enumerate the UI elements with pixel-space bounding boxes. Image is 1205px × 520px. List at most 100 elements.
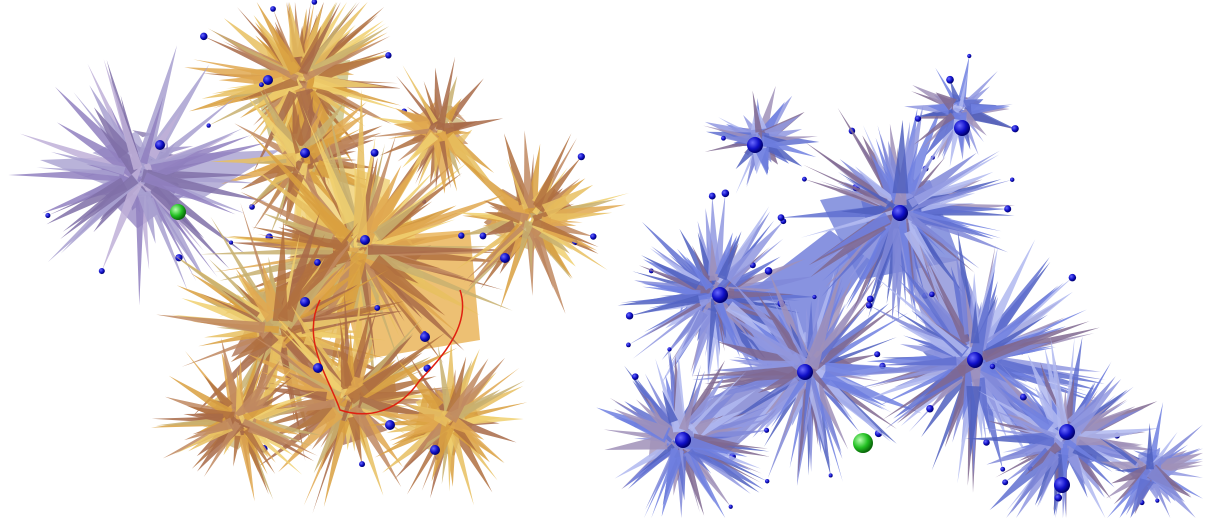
spike — [813, 273, 879, 363]
spike — [296, 25, 322, 77]
spike — [770, 373, 810, 428]
spike — [877, 368, 952, 407]
spike — [716, 303, 741, 349]
spike — [837, 171, 896, 209]
spike — [282, 269, 389, 331]
spike — [928, 260, 971, 345]
node — [892, 205, 908, 221]
spike — [139, 96, 164, 165]
spike — [1064, 378, 1122, 440]
node — [1059, 424, 1075, 440]
node — [374, 305, 381, 311]
spike — [445, 356, 467, 417]
spike — [825, 362, 925, 378]
spike — [203, 420, 242, 477]
node — [721, 135, 726, 141]
spike — [441, 121, 478, 136]
spike — [449, 416, 485, 440]
node — [777, 214, 785, 222]
spike — [323, 419, 350, 508]
spike — [242, 402, 281, 422]
spike — [998, 431, 1055, 447]
node — [270, 6, 276, 12]
node — [577, 153, 585, 161]
spike — [238, 390, 318, 424]
spike — [642, 286, 701, 297]
spike — [985, 342, 1052, 364]
spike — [395, 108, 434, 132]
spike — [507, 158, 529, 210]
spike — [135, 196, 145, 306]
spike — [950, 79, 962, 104]
spike — [349, 404, 402, 488]
spike — [841, 203, 894, 217]
spike — [894, 356, 957, 366]
spike — [448, 427, 474, 506]
node — [1004, 205, 1012, 213]
node — [311, 0, 318, 5]
spike — [900, 208, 945, 241]
spike — [920, 203, 961, 212]
spike — [908, 150, 1001, 208]
spike — [614, 409, 669, 440]
spike — [286, 222, 359, 317]
spike — [808, 372, 831, 467]
node — [626, 342, 631, 348]
spike — [234, 123, 298, 162]
spike — [722, 221, 784, 286]
spike — [339, 315, 352, 387]
spike — [754, 288, 808, 365]
spike — [1110, 464, 1151, 484]
spike — [141, 169, 268, 202]
spike — [289, 2, 305, 58]
spike — [454, 417, 517, 443]
spike — [680, 310, 709, 351]
spike — [678, 387, 697, 432]
spike — [707, 298, 719, 376]
spike — [138, 45, 178, 160]
spike — [754, 147, 769, 176]
spike — [287, 403, 337, 434]
spike — [970, 300, 980, 344]
spike — [1099, 437, 1140, 466]
spike — [283, 90, 301, 134]
green-marker — [853, 433, 873, 453]
spike — [661, 448, 685, 517]
spike — [292, 186, 354, 245]
spike — [638, 443, 675, 474]
spike — [703, 125, 750, 140]
spike — [257, 234, 350, 252]
spike — [913, 112, 955, 145]
node — [812, 294, 817, 300]
spike — [254, 419, 302, 436]
spike — [315, 85, 366, 113]
spike — [57, 122, 138, 178]
spike — [1034, 386, 1064, 431]
spike — [278, 275, 306, 323]
spike — [150, 142, 267, 179]
spike — [973, 246, 998, 342]
spike — [729, 315, 809, 373]
spike — [444, 358, 489, 424]
spike — [367, 128, 431, 138]
spike — [146, 197, 188, 292]
spike — [904, 179, 1013, 212]
spike — [480, 234, 522, 289]
spike — [715, 232, 733, 277]
spike — [752, 90, 763, 133]
spike — [310, 55, 389, 84]
node — [728, 504, 733, 509]
spike — [1130, 478, 1155, 518]
spike — [641, 221, 715, 295]
spike — [1157, 468, 1203, 478]
spike — [402, 65, 438, 124]
node — [370, 148, 379, 157]
spike — [688, 370, 747, 432]
node — [430, 445, 440, 455]
node — [1155, 498, 1160, 503]
spike — [686, 256, 714, 291]
spike — [93, 107, 133, 159]
spike — [714, 313, 720, 357]
spike — [452, 429, 493, 493]
node — [1068, 273, 1077, 282]
